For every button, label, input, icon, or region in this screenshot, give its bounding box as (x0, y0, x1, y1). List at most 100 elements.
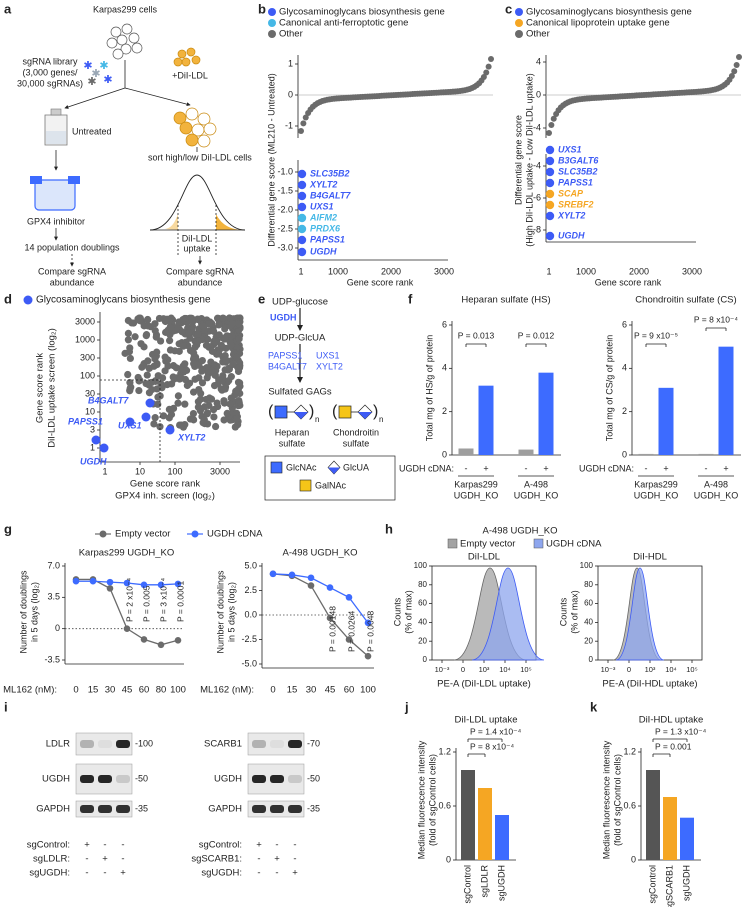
gene-point (178, 328, 186, 336)
gene-point (179, 316, 187, 324)
x-tick-label: 10⁴ (665, 665, 677, 674)
bracket: ( (268, 403, 274, 420)
label: sulfate (343, 438, 370, 448)
cell (185, 107, 199, 121)
legend-marker (268, 8, 276, 16)
gene-point (545, 211, 555, 221)
gene-point (545, 189, 555, 199)
bar (638, 453, 654, 455)
sign: + (256, 840, 262, 851)
sugar-square (274, 405, 288, 419)
gene-point (298, 128, 304, 134)
gene-point (186, 415, 195, 423)
y-tick-label: -4 (533, 122, 541, 132)
x-tick-label: sgSCARB1 (664, 865, 674, 907)
label: UGDH_KO (514, 490, 559, 500)
cell (173, 111, 187, 125)
data-point (345, 594, 353, 601)
cell (185, 133, 199, 147)
gene-label: PAPSS1 (310, 234, 345, 244)
y-tick-label: 3.5 (47, 592, 60, 602)
row-label: sgSCARB1: (191, 854, 242, 865)
x-tick-label: sgUGDH (681, 865, 691, 901)
row-label: sgUGDH: (29, 868, 70, 879)
label: Chondroitin (333, 427, 379, 437)
gene-point (183, 381, 191, 390)
sign: - (257, 854, 260, 865)
gene-point (126, 354, 134, 363)
y-tick-label: 0 (442, 449, 447, 459)
gene-point (181, 400, 189, 408)
legend-swatch (270, 461, 283, 474)
y-tick-label: -2.5 (241, 634, 257, 644)
label: 30,000 sgRNAs) (17, 78, 83, 88)
gene-point (210, 327, 218, 335)
data-point (157, 581, 165, 589)
label: 14 population doublings (24, 242, 120, 252)
band-label: UGDH (214, 774, 242, 785)
y-tick-label: 1 (90, 442, 95, 452)
y-tick-label: 0 (288, 89, 293, 99)
sign: + (663, 463, 668, 473)
gene-point (228, 332, 236, 340)
legend-label: UGDH cDNA (546, 539, 602, 550)
x-tick-label: 2000 (629, 266, 649, 276)
bar (646, 770, 660, 860)
y-tick-label: 1.2 (438, 746, 451, 756)
sign: + (120, 868, 126, 879)
sign: + (723, 463, 728, 473)
gene-point (142, 331, 151, 339)
sign: - (121, 840, 124, 851)
row-label: sgControl: (27, 840, 70, 851)
gene-point (227, 373, 235, 381)
sign: + (483, 463, 488, 473)
sign: - (465, 463, 468, 473)
gene-point (199, 419, 207, 427)
y-tick-label: 3 (90, 424, 95, 434)
gene-point (728, 73, 735, 80)
x-tick-label: 10⁻³ (601, 665, 616, 674)
data-point (140, 636, 148, 643)
gene-point (151, 355, 159, 363)
sign: - (275, 840, 278, 851)
gene-point (203, 363, 211, 372)
gene-point (190, 360, 198, 368)
distribution (149, 174, 246, 231)
label: GPX4 inhibitor (27, 216, 85, 226)
x-tick-label: 45 (122, 685, 133, 696)
bar (698, 453, 714, 455)
gene-point (235, 363, 244, 372)
label: UXS1 (316, 350, 340, 360)
gene-point (485, 63, 492, 70)
gene-point (177, 374, 185, 382)
gene-point (546, 130, 552, 136)
gene-point (166, 337, 174, 345)
y-tick-label: 100 (414, 561, 428, 570)
y-tick-label: 30 (85, 388, 95, 398)
legend-label: Glycosaminoglycans biosynthesis gene (526, 7, 692, 18)
gene-point (165, 414, 173, 422)
gene-point (181, 360, 189, 368)
label: UGDH (270, 312, 297, 322)
gene-point (548, 122, 555, 129)
histogram (615, 567, 665, 661)
x-axis-label: GPX4 inh. screen (log₂) (115, 491, 215, 502)
legend-swatch (447, 538, 458, 549)
data-point (326, 614, 334, 622)
gene-point (199, 322, 207, 330)
x-tick-label: sgControl (647, 865, 657, 904)
label: uptake (183, 243, 210, 253)
size-marker: -35 (135, 803, 148, 813)
legend-label: Other (279, 29, 303, 40)
p-value: P = 0.012 (518, 330, 555, 340)
x-tick-label: 0 (270, 685, 275, 696)
y-tick-label: -1.5 (277, 185, 293, 195)
gene-point (302, 114, 309, 121)
label: sgRNA library (22, 56, 78, 66)
gene-point (194, 330, 202, 338)
gene-point (128, 319, 136, 327)
band (98, 775, 112, 783)
x-axis-label: ML162 (nM): (3, 685, 57, 696)
y-axis-label: Counts (392, 597, 402, 626)
